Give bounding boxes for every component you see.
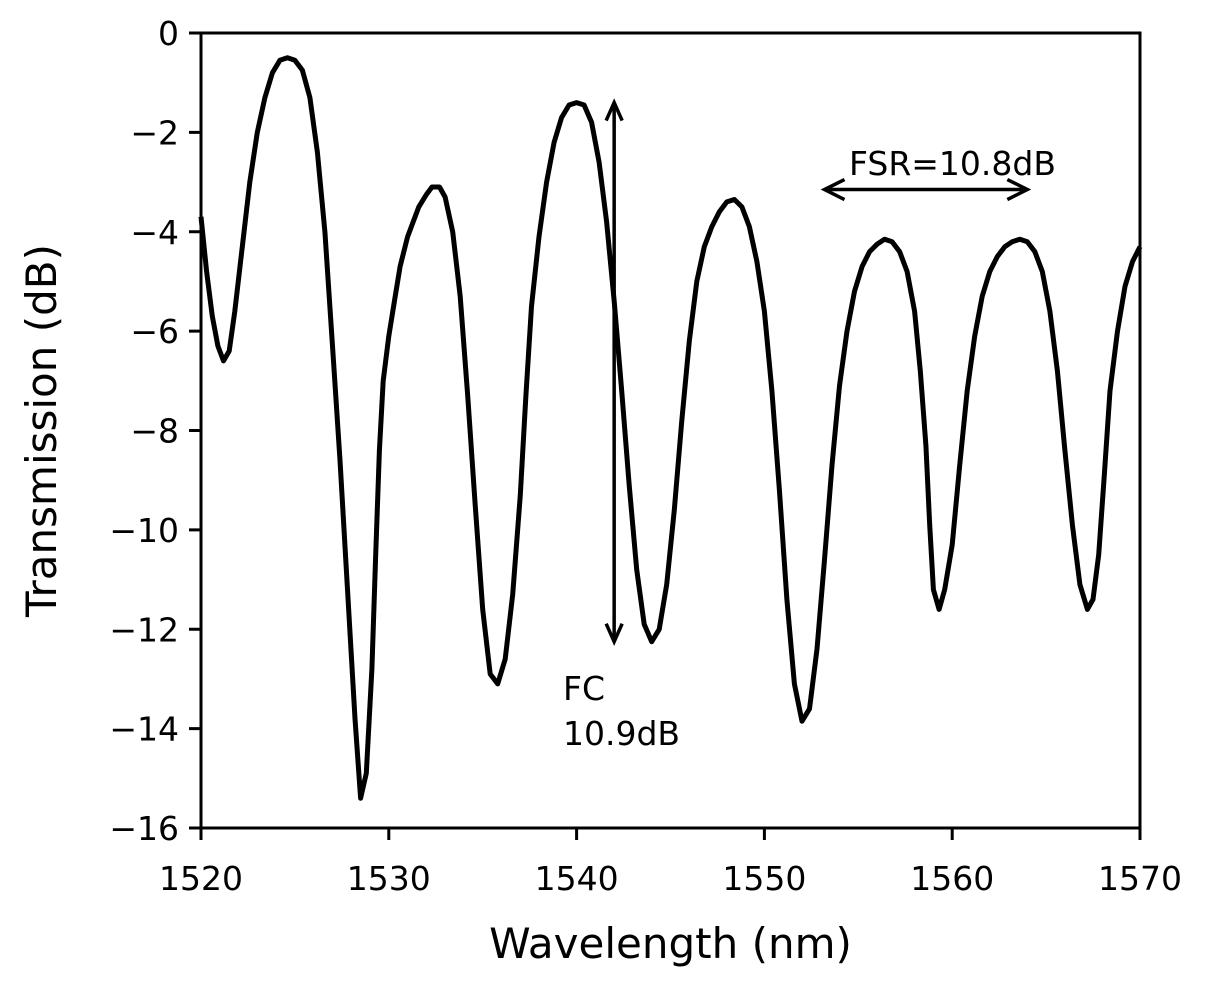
y-tick-label: −14 (109, 710, 179, 749)
y-tick-label: 0 (158, 14, 179, 53)
x-tick-label: 1520 (159, 859, 243, 898)
plot-area (198, 55, 1143, 801)
y-tick-label: −8 (130, 412, 179, 451)
x-tick-label: 1570 (1098, 859, 1182, 898)
fc-annotation-label: 10.9dB (563, 714, 680, 753)
y-axis-title: Transmission (dB) (17, 244, 66, 618)
x-tick-label: 1550 (722, 859, 806, 898)
y-axis: 0 −2 −4 −6 −8 −10 −12 −14 −16 (109, 14, 201, 848)
y-tick-label: −2 (130, 113, 179, 152)
x-axis-title: Wavelength (nm) (489, 919, 852, 968)
y-tick-label: −4 (130, 213, 179, 252)
fsr-arrow-head-left (820, 177, 846, 202)
x-tick-label: 1540 (535, 859, 619, 898)
fsr-arrow-head-right (1006, 177, 1032, 202)
fsr-annotation-label: FSR=10.8dB (849, 144, 1056, 183)
fc-arrow-head-top (604, 98, 624, 122)
x-tick-label: 1560 (910, 859, 994, 898)
transmission-series-line (198, 55, 1143, 801)
fc-arrow-head-bottom (604, 622, 624, 646)
annotations: FC 10.9dB FSR=10.8dB (563, 98, 1056, 753)
x-tick-label: 1530 (347, 859, 431, 898)
x-axis: 1520 1530 1540 1550 1560 1570 (159, 828, 1182, 898)
fc-annotation-label: FC (563, 669, 605, 708)
y-tick-label: −16 (109, 809, 179, 848)
y-tick-label: −6 (130, 312, 179, 351)
y-tick-label: −10 (109, 511, 179, 550)
y-tick-label: −12 (109, 610, 179, 649)
